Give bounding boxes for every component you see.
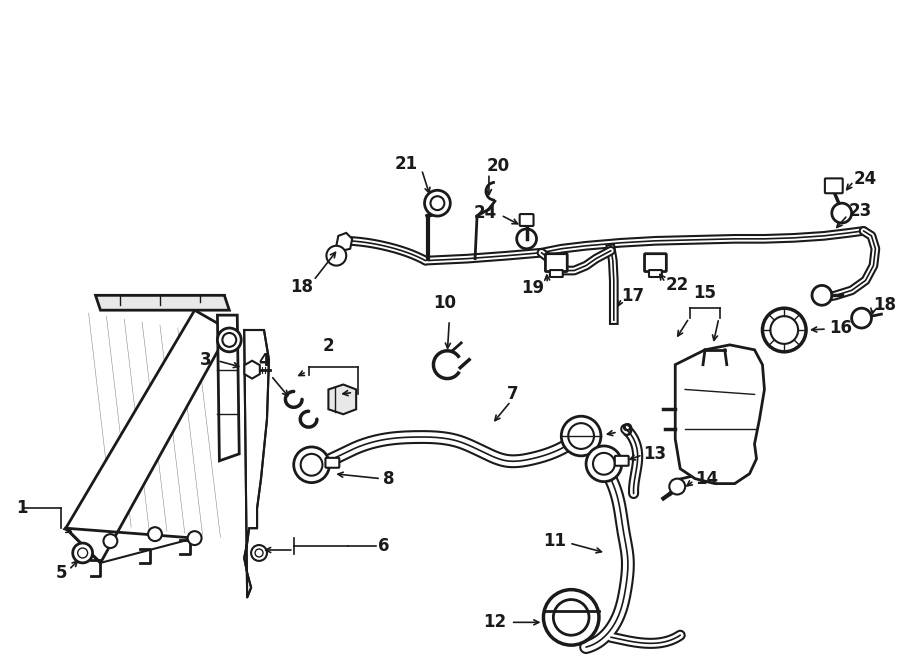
Circle shape [293,447,329,483]
Text: 21: 21 [394,155,418,173]
Text: 17: 17 [621,288,644,305]
FancyBboxPatch shape [519,214,534,226]
Text: 4: 4 [258,352,270,369]
Circle shape [812,286,832,305]
FancyBboxPatch shape [825,178,842,193]
Text: 23: 23 [849,202,872,220]
Text: 8: 8 [382,470,394,488]
Circle shape [544,590,599,645]
Circle shape [851,308,871,328]
Text: 1: 1 [16,499,28,518]
Polygon shape [95,295,230,310]
FancyBboxPatch shape [615,456,629,466]
Circle shape [425,190,450,216]
Circle shape [562,416,601,456]
Circle shape [586,446,622,482]
Circle shape [517,229,536,249]
Text: 24: 24 [473,204,497,222]
Polygon shape [245,361,260,379]
FancyBboxPatch shape [326,458,339,468]
Text: 18: 18 [290,278,313,297]
Circle shape [762,308,806,352]
Circle shape [670,479,685,494]
Text: 10: 10 [433,294,456,312]
Text: 7: 7 [507,385,518,403]
Text: 18: 18 [873,296,896,314]
FancyBboxPatch shape [644,254,666,272]
Circle shape [104,534,117,548]
Circle shape [73,543,93,563]
Text: 15: 15 [694,284,716,302]
Polygon shape [218,315,239,461]
Circle shape [218,328,241,352]
Text: 22: 22 [665,276,688,294]
Polygon shape [244,330,269,598]
Polygon shape [66,310,230,563]
Text: 3: 3 [200,351,212,369]
Text: 24: 24 [853,171,877,188]
Circle shape [832,203,851,223]
Text: 12: 12 [483,613,507,631]
Polygon shape [328,385,356,414]
Circle shape [188,531,202,545]
Text: 2: 2 [322,336,334,355]
Text: 20: 20 [487,157,510,175]
Text: 16: 16 [829,319,851,337]
Text: 5: 5 [56,564,68,582]
FancyBboxPatch shape [550,270,562,277]
Circle shape [251,545,267,561]
Polygon shape [337,233,352,251]
Text: 9: 9 [621,422,633,440]
Circle shape [148,527,162,541]
Text: 19: 19 [521,280,544,297]
Text: 14: 14 [695,470,718,488]
Polygon shape [675,345,764,484]
Text: 13: 13 [644,445,667,463]
FancyBboxPatch shape [545,254,567,272]
Text: 6: 6 [378,537,390,555]
Text: 11: 11 [544,532,566,550]
Circle shape [327,246,346,266]
FancyBboxPatch shape [649,270,662,277]
